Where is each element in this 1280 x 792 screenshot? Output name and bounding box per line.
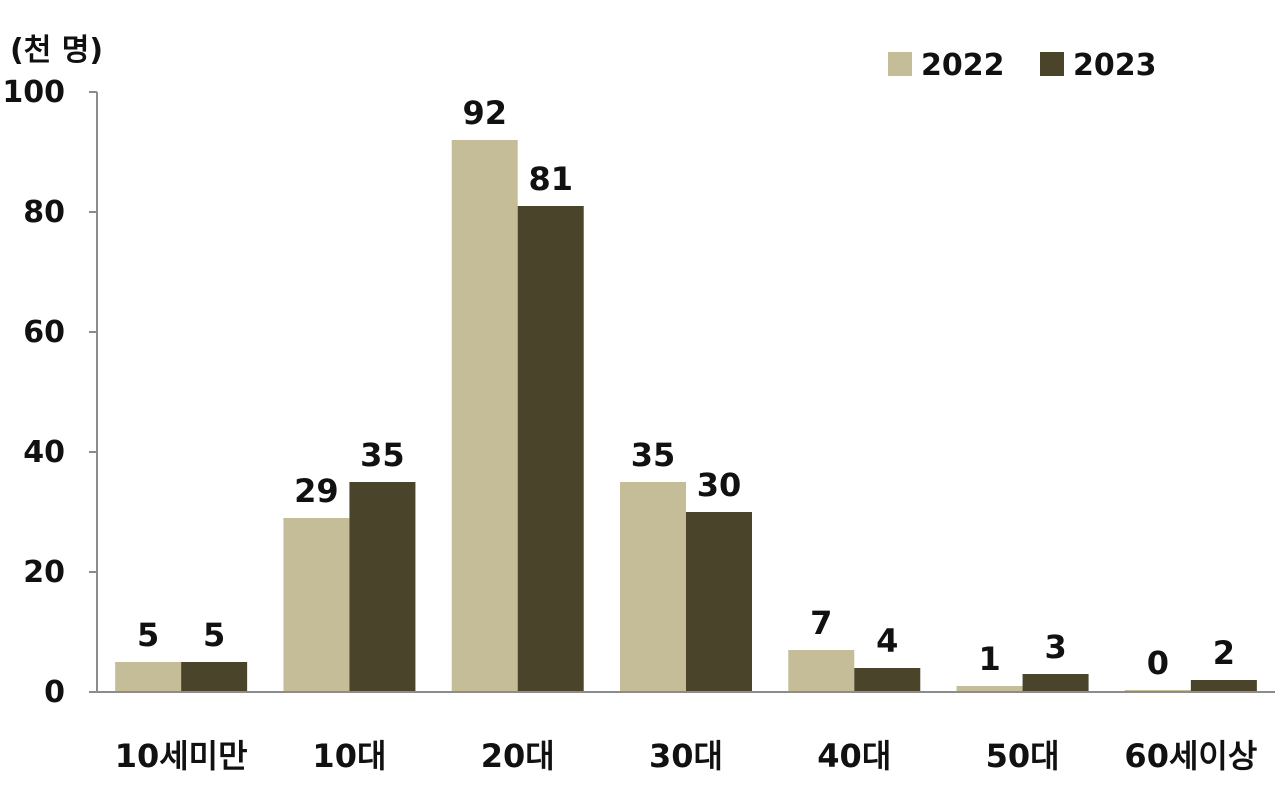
y-axis: 0 20 40 60 80 100 [2,75,98,710]
data-label-2022-2: 92 [462,94,507,132]
data-label-2022-4: 7 [810,604,832,642]
legend-label-2022: 2022 [921,48,1005,83]
data-label-2023-4: 4 [876,622,898,660]
bar-2023-2 [517,206,584,692]
bar-2023-0 [181,662,248,692]
x-category-label: 20대 [481,737,555,775]
bar-2023-4 [854,668,921,692]
bar-2022-1 [283,518,350,692]
y-tick-label: 80 [23,195,65,230]
x-category-label: 10세미만 [115,737,248,775]
bar-2022-2 [451,140,518,692]
data-label-2023-6: 2 [1213,634,1235,672]
bar-2022-0 [115,662,182,692]
data-label-2023-0: 5 [203,616,225,654]
bar-2023-5 [1022,674,1089,692]
x-axis: 10세미만 10대 20대 30대 40대 50대 60세이상 [97,691,1275,775]
y-tick-label: 60 [23,315,65,350]
legend-swatch-2022 [888,52,912,76]
y-unit-label: (천 명) [10,33,103,68]
bar-2023-6 [1190,680,1257,692]
y-tick-label: 40 [23,435,65,470]
y-tick-label: 0 [44,675,65,710]
data-label-2023-2: 81 [528,160,573,198]
legend: 2022 2023 [888,48,1157,83]
bars [115,140,1257,692]
bar-2023-3 [686,512,752,692]
x-category-label: 50대 [986,737,1060,775]
bar-2022-4 [788,650,855,692]
data-label-2022-3: 35 [631,436,676,474]
bar-2022-3 [620,482,686,692]
data-label-2023-1: 35 [360,436,405,474]
x-category-label: 30대 [649,737,723,775]
legend-label-2023: 2023 [1073,48,1157,83]
data-label-2023-5: 3 [1044,628,1066,666]
data-label-2022-0: 5 [137,616,159,654]
y-tick-label: 20 [23,555,65,590]
x-category-label: 10대 [312,737,386,775]
y-tick-label: 100 [2,75,65,110]
x-category-label: 40대 [817,737,891,775]
bar-2023-1 [349,482,416,692]
legend-swatch-2023 [1040,52,1064,76]
data-label-2022-1: 29 [294,472,339,510]
data-label-2023-3: 30 [697,466,742,504]
data-label-2022-6: 0 [1147,644,1169,682]
data-label-2022-5: 1 [978,640,1000,678]
x-category-label: 60세이상 [1124,737,1257,775]
bar-2022-5 [956,686,1023,692]
